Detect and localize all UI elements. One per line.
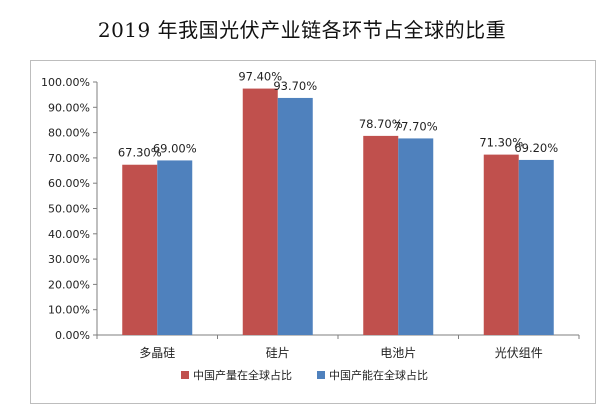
bar-production — [122, 164, 158, 335]
y-tick-label: 100.00% — [41, 76, 90, 89]
bar-capacity — [277, 97, 313, 335]
x-category-label: 多晶硅 — [139, 346, 175, 360]
x-category-label: 硅片 — [266, 346, 290, 360]
y-tick-label: 40.00% — [48, 228, 90, 241]
chart-title: 2019 年我国光伏产业链各环节占全球的比重 — [97, 18, 507, 42]
y-tick-label: 50.00% — [48, 203, 90, 216]
data-label: 78.70% — [359, 117, 403, 131]
legend-label: 中国产量在全球占比 — [193, 368, 292, 382]
y-tick-label: 20.00% — [48, 278, 90, 291]
y-tick-label: 30.00% — [48, 253, 90, 266]
y-tick-label: 90.00% — [48, 101, 90, 114]
data-label: 69.20% — [514, 141, 558, 155]
x-category-label: 光伏组件 — [495, 346, 543, 360]
data-label: 71.30% — [479, 136, 523, 150]
bar-production — [363, 135, 399, 335]
bar-capacity — [157, 160, 193, 335]
bar-capacity — [398, 138, 434, 335]
y-tick-label: 10.00% — [48, 304, 90, 317]
data-label: 97.40% — [238, 70, 282, 84]
legend-label: 中国产能在全球占比 — [329, 368, 428, 382]
data-label: 67.30% — [118, 146, 162, 160]
x-category-label: 电池片 — [380, 346, 416, 360]
bar-production — [242, 88, 278, 335]
data-label: 77.70% — [394, 119, 438, 133]
bar-production — [483, 154, 519, 335]
y-tick-label: 70.00% — [48, 152, 90, 165]
data-label: 69.00% — [153, 141, 197, 155]
legend-swatch — [317, 371, 325, 379]
y-tick-label: 0.00% — [55, 329, 90, 342]
legend-swatch — [181, 371, 189, 379]
chart-frame: 0.00% 10.00% 20.00% 30.00% 40.00% 50.00% 60.00… — [30, 60, 596, 404]
bar-capacity — [518, 159, 554, 335]
data-label: 93.70% — [273, 79, 317, 93]
y-tick-label: 60.00% — [48, 177, 90, 190]
y-tick-label: 80.00% — [48, 127, 90, 140]
bar-chart: 0.00% 10.00% 20.00% 30.00% 40.00% 50.00% 60.00… — [41, 70, 580, 382]
